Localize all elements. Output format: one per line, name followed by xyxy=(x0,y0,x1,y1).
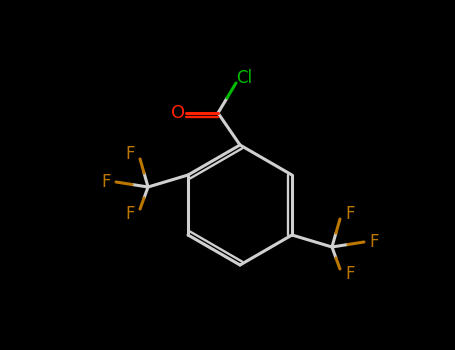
Text: Cl: Cl xyxy=(236,69,252,87)
Text: O: O xyxy=(171,104,185,122)
Text: F: F xyxy=(345,205,355,223)
Text: F: F xyxy=(369,233,379,251)
Text: F: F xyxy=(345,265,355,283)
Text: F: F xyxy=(101,173,111,191)
Text: F: F xyxy=(125,145,135,163)
Text: F: F xyxy=(125,205,135,223)
